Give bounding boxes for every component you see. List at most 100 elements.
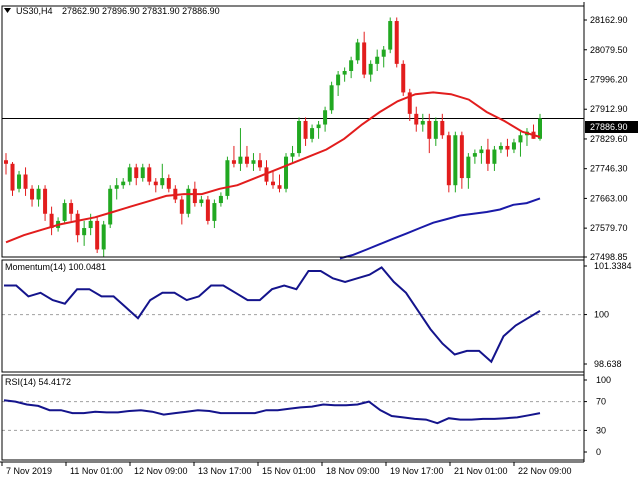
candle[interactable]: [303, 117, 308, 146]
candle[interactable]: [459, 131, 464, 189]
candle[interactable]: [69, 199, 74, 221]
candle[interactable]: [244, 145, 249, 168]
candle[interactable]: [362, 31, 367, 79]
candle[interactable]: [316, 120, 321, 139]
candle[interactable]: [36, 185, 41, 207]
candle-body: [179, 199, 184, 214]
candle[interactable]: [231, 145, 236, 168]
candle[interactable]: [108, 185, 113, 229]
candle[interactable]: [179, 195, 184, 225]
triangle-down-icon[interactable]: [4, 8, 11, 13]
candle[interactable]: [43, 185, 48, 221]
candle[interactable]: [23, 167, 28, 196]
candle[interactable]: [121, 178, 126, 189]
candle[interactable]: [4, 153, 8, 175]
candle[interactable]: [147, 163, 152, 186]
candle[interactable]: [205, 195, 210, 225]
candle[interactable]: [62, 199, 67, 225]
candle[interactable]: [472, 149, 477, 164]
candle[interactable]: [251, 153, 256, 171]
momentum-panel[interactable]: [2, 266, 584, 364]
candle[interactable]: [518, 131, 523, 157]
candle[interactable]: [17, 170, 22, 193]
candle-body: [342, 71, 347, 75]
candle[interactable]: [212, 199, 217, 229]
ohlc-label: 27862.90 27896.90 27831.90 27886.90: [62, 6, 220, 16]
candle[interactable]: [238, 128, 243, 171]
candle[interactable]: [485, 138, 490, 171]
candle[interactable]: [342, 67, 347, 82]
candle[interactable]: [505, 138, 510, 157]
candle-body: [192, 188, 197, 204]
candle[interactable]: [140, 163, 145, 182]
candle[interactable]: [492, 145, 497, 171]
candle-body: [95, 220, 100, 250]
candle[interactable]: [355, 38, 360, 64]
candle[interactable]: [310, 124, 315, 143]
candle[interactable]: [95, 217, 100, 254]
candle[interactable]: [127, 163, 132, 186]
candle[interactable]: [375, 49, 380, 72]
candle[interactable]: [271, 170, 275, 189]
price-tick-label: 27829.60: [590, 134, 628, 144]
rsi-panel[interactable]: [2, 399, 584, 431]
candle[interactable]: [433, 117, 438, 146]
candle[interactable]: [440, 113, 445, 139]
candle[interactable]: [388, 17, 393, 54]
candle[interactable]: [153, 178, 158, 193]
candle[interactable]: [75, 210, 80, 243]
candle[interactable]: [290, 145, 295, 164]
candle[interactable]: [524, 128, 529, 146]
candle[interactable]: [101, 220, 106, 257]
candle-body: [199, 199, 204, 204]
candle[interactable]: [257, 153, 262, 171]
time-tick-label: 7 Nov 2019: [6, 466, 52, 476]
candle[interactable]: [114, 178, 119, 200]
candle[interactable]: [284, 153, 289, 193]
candle[interactable]: [427, 113, 432, 154]
candle[interactable]: [329, 81, 334, 114]
candle[interactable]: [166, 174, 171, 193]
candle[interactable]: [186, 185, 191, 218]
candle[interactable]: [160, 163, 165, 189]
candle[interactable]: [498, 142, 503, 154]
candle[interactable]: [466, 153, 471, 189]
candle[interactable]: [199, 195, 204, 207]
candle[interactable]: [368, 60, 373, 82]
candle[interactable]: [446, 131, 451, 193]
candle[interactable]: [336, 71, 341, 96]
candle[interactable]: [420, 113, 425, 132]
candle[interactable]: [49, 206, 54, 236]
candle[interactable]: [349, 56, 354, 79]
candle[interactable]: [531, 124, 536, 139]
mom-panel-border: [1, 259, 585, 373]
candle[interactable]: [414, 106, 419, 132]
sma-fast-line: [5, 91, 541, 244]
candle[interactable]: [10, 162, 15, 196]
candle[interactable]: [407, 88, 412, 121]
candle-body: [166, 178, 171, 189]
candle-body: [459, 135, 464, 179]
candle[interactable]: [30, 185, 35, 207]
candle-body: [88, 220, 93, 229]
price-tick-label: 27498.85: [590, 252, 628, 262]
candle[interactable]: [134, 163, 139, 186]
candle[interactable]: [511, 138, 516, 154]
candle-body: [205, 199, 210, 221]
candle[interactable]: [277, 174, 282, 193]
candle[interactable]: [401, 60, 406, 96]
rsi-tick-label: 30: [596, 425, 606, 435]
price-panel[interactable]: [2, 17, 584, 260]
candle[interactable]: [394, 17, 399, 68]
candle[interactable]: [323, 106, 328, 132]
candle[interactable]: [479, 145, 484, 164]
candle[interactable]: [218, 192, 223, 207]
candle[interactable]: [297, 117, 302, 157]
candle-body: [355, 42, 360, 61]
candle[interactable]: [381, 46, 386, 68]
candle[interactable]: [225, 156, 230, 200]
candle[interactable]: [82, 220, 87, 246]
candle[interactable]: [453, 131, 458, 193]
